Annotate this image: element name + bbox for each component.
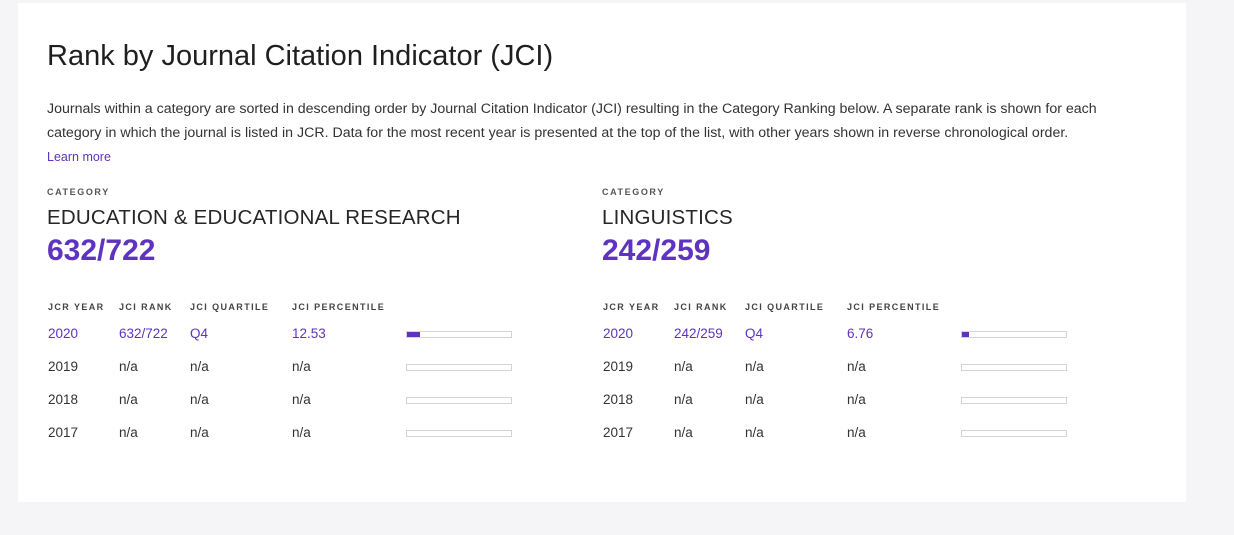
rank-cell: n/a (674, 425, 693, 440)
percentile-bar (406, 397, 512, 404)
percentile-cell[interactable]: 12.53 (292, 326, 326, 341)
percentile-cell: n/a (847, 359, 866, 374)
column-header-jci-quartile: JCI QUARTILE (745, 302, 825, 312)
category-label: CATEGORY (47, 187, 110, 197)
quartile-cell[interactable]: Q4 (745, 326, 764, 341)
rank-cell: n/a (119, 425, 138, 440)
table-row: 2019 n/a n/a n/a (602, 359, 1102, 379)
table-row: 2017 n/a n/a n/a (47, 425, 547, 445)
year-cell[interactable]: 2020 (48, 326, 79, 341)
column-header-jcr-year: JCR YEAR (48, 302, 105, 312)
quartile-cell: n/a (745, 359, 764, 374)
percentile-bar (961, 364, 1067, 371)
column-header-jci-rank: JCI RANK (119, 302, 173, 312)
learn-more-link[interactable]: Learn more (47, 150, 111, 164)
percentile-bar (406, 331, 512, 338)
percentile-cell: n/a (847, 392, 866, 407)
percentile-bar-fill (407, 332, 421, 337)
year-cell: 2017 (603, 425, 634, 440)
table-row: 2019 n/a n/a n/a (47, 359, 547, 379)
category-name: EDUCATION & EDUCATIONAL RESEARCH (47, 206, 461, 229)
quartile-cell: n/a (745, 425, 764, 440)
description-body: Journals within a category are sorted in… (47, 101, 1097, 141)
percentile-bar (961, 397, 1067, 404)
year-cell: 2017 (48, 425, 79, 440)
rank-cell: n/a (674, 392, 693, 407)
rank-cell: n/a (119, 392, 138, 407)
category-rank: 242/259 (602, 234, 711, 267)
rank-cell[interactable]: 632/722 (119, 326, 168, 341)
page-title: Rank by Journal Citation Indicator (JCI) (47, 40, 554, 72)
quartile-cell: n/a (190, 392, 209, 407)
year-cell: 2018 (603, 392, 634, 407)
year-cell: 2019 (48, 359, 79, 374)
rank-cell: n/a (119, 359, 138, 374)
category-label: CATEGORY (602, 187, 665, 197)
year-cell: 2018 (48, 392, 79, 407)
table-row: 2020 242/259 Q4 6.76 (602, 326, 1102, 346)
column-header-jci-percentile: JCI PERCENTILE (847, 302, 941, 312)
table-row: 2018 n/a n/a n/a (602, 392, 1102, 412)
rank-cell: n/a (674, 359, 693, 374)
percentile-bar (406, 364, 512, 371)
column-header-jci-quartile: JCI QUARTILE (190, 302, 270, 312)
jci-rank-card: Rank by Journal Citation Indicator (JCI)… (18, 3, 1186, 502)
percentile-cell: n/a (292, 359, 311, 374)
column-header-jci-rank: JCI RANK (674, 302, 728, 312)
table-row: 2017 n/a n/a n/a (602, 425, 1102, 445)
category-rank: 632/722 (47, 234, 156, 267)
quartile-cell: n/a (190, 425, 209, 440)
percentile-cell[interactable]: 6.76 (847, 326, 874, 341)
percentile-cell: n/a (847, 425, 866, 440)
rank-cell[interactable]: 242/259 (674, 326, 723, 341)
percentile-bar (961, 430, 1067, 437)
category-name: LINGUISTICS (602, 206, 733, 229)
year-cell[interactable]: 2020 (603, 326, 634, 341)
quartile-cell: n/a (190, 359, 209, 374)
description-text: Journals within a category are sorted in… (47, 97, 1097, 169)
percentile-bar (961, 331, 1067, 338)
table-row: 2020 632/722 Q4 12.53 (47, 326, 547, 346)
column-header-jci-percentile: JCI PERCENTILE (292, 302, 386, 312)
table-row: 2018 n/a n/a n/a (47, 392, 547, 412)
quartile-cell: n/a (745, 392, 764, 407)
column-header-jcr-year: JCR YEAR (603, 302, 660, 312)
percentile-cell: n/a (292, 425, 311, 440)
year-cell: 2019 (603, 359, 634, 374)
percentile-bar-fill (962, 332, 970, 337)
percentile-cell: n/a (292, 392, 311, 407)
percentile-bar (406, 430, 512, 437)
quartile-cell[interactable]: Q4 (190, 326, 209, 341)
